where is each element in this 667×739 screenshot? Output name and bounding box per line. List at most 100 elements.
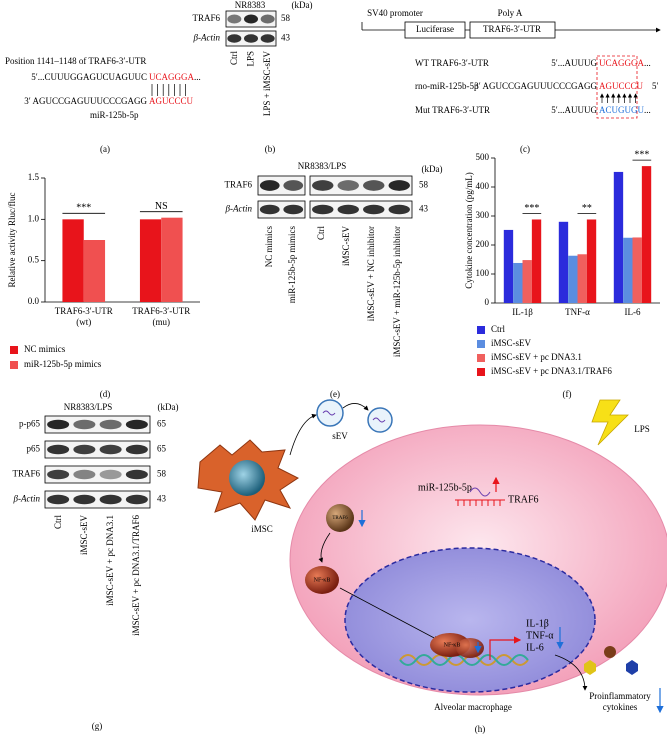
lane-label: miR-125b-5p mimics: [287, 226, 297, 304]
diagram-shapes: [197, 399, 667, 714]
legend-label: iMSC-sEV + pc DNA3.1: [491, 352, 582, 362]
cell-line: NR8383/LPS: [64, 402, 113, 412]
traf6-complex-label: TRAF6: [332, 516, 348, 521]
lane-label: NC mimics: [264, 226, 274, 268]
blot-band: [47, 469, 70, 480]
blot-band: [99, 494, 122, 505]
sequence-part: UCAGGGA: [599, 58, 645, 68]
lane-label: Ctrl: [229, 51, 239, 66]
x-tick-label: TRAF6-3′-UTR: [132, 306, 190, 316]
bar: [577, 254, 587, 303]
blot-band: [260, 14, 275, 24]
blot-band: [73, 494, 96, 505]
bar: [513, 262, 523, 303]
panel-label: (f): [563, 389, 572, 399]
sequence-part: ACUGUGU...: [599, 105, 651, 115]
sequence-part: AGUCCCU: [149, 96, 194, 106]
blot-frame: [44, 440, 151, 459]
legend-swatch: [10, 361, 18, 369]
blot-band: [73, 469, 96, 480]
blot-band: [99, 444, 122, 455]
sequence-part: 5′...AUUUG: [551, 58, 597, 68]
y-tick-label: 1.0: [28, 213, 40, 223]
kda-value: 65: [157, 444, 167, 454]
lane-label: Ctrl: [316, 226, 326, 241]
y-axis-label: Cytokine concentration (pg/mL): [464, 172, 474, 288]
blot-band: [260, 34, 275, 43]
y-tick-label: 200: [476, 239, 490, 249]
blot-band: [125, 494, 148, 505]
kda-unit: (kDa): [422, 164, 443, 174]
lane-label: iMSC-sEV + pc DNA3.1/TRAF6: [131, 515, 141, 636]
blot-band: [244, 14, 258, 24]
bar: [623, 237, 633, 303]
panel-label: (b): [265, 144, 276, 154]
blot-band: [363, 180, 385, 191]
bar: [558, 221, 569, 303]
output-label: cytokines: [603, 702, 638, 712]
blot-band: [388, 204, 410, 215]
bar: [503, 229, 514, 303]
y-tick-label: 300: [476, 210, 490, 220]
row-label: p65: [27, 444, 41, 454]
lane-label: iMSC-sEV: [341, 226, 351, 267]
sequence-part: UCAGGGA...: [599, 58, 651, 68]
panel-label: (e): [330, 389, 340, 399]
legend-label: iMSC-sEV + pc DNA3.1/TRAF6: [491, 366, 612, 376]
blot-band: [73, 444, 96, 455]
bar: [62, 219, 84, 302]
blot-band: [125, 419, 148, 430]
box-label: TRAF6-3′-UTR: [483, 24, 541, 34]
x-tick-label: IL-6: [625, 307, 641, 317]
row-label: TRAF6: [12, 469, 40, 479]
panel-label: (c): [520, 144, 530, 154]
kda-value: 43: [419, 204, 429, 214]
bar: [586, 219, 597, 303]
blot-band: [125, 444, 148, 455]
promoter-label: SV40 promoter: [367, 8, 423, 18]
sequence-part: 5′...AUUUG: [551, 105, 597, 115]
legend-swatch: [477, 368, 485, 376]
sequence-part: ...: [644, 105, 651, 115]
x-tick-label: IL-1β: [512, 307, 533, 317]
construct-name: WT TRAF6-3′-UTR: [415, 58, 489, 68]
construct-name: rno-miR-125b-5p: [415, 81, 479, 91]
sequence-part: UCAGGGA...: [149, 72, 201, 82]
kda-unit: (kDa): [158, 402, 179, 412]
bar: [641, 166, 652, 303]
x-tick-label: (wt): [76, 317, 91, 327]
y-tick-label: 500: [476, 152, 490, 162]
significance-label: ***: [76, 203, 91, 214]
legend-label: miR-125b-5p mimics: [24, 359, 102, 369]
y-tick-label: 400: [476, 181, 490, 191]
kda-value: 58: [281, 13, 291, 23]
y-tick-label: 1.5: [28, 172, 40, 182]
legend-label: NC mimics: [24, 344, 66, 354]
blot-frame: [309, 200, 413, 219]
y-tick-label: 100: [476, 268, 490, 278]
blot-band: [312, 180, 334, 191]
box-label: Luciferase: [416, 24, 454, 34]
cytokine-gene: IL-6: [526, 642, 544, 653]
sequence-part: 3′ AGUCCGAGUUUCCCGAGG: [24, 96, 147, 106]
bar: [632, 237, 642, 303]
panel-label: (a): [100, 144, 110, 154]
row-label: TRAF6: [192, 13, 220, 23]
bar: [161, 217, 183, 302]
blot-band: [283, 204, 304, 215]
cell-line: NR8383/LPS: [298, 161, 347, 171]
blot-band: [312, 204, 334, 215]
bar: [139, 219, 162, 302]
kda-value: 43: [157, 494, 167, 504]
lane-label: Ctrl: [53, 515, 63, 530]
bar: [568, 255, 578, 303]
blot-band: [99, 419, 122, 430]
blot-band: [259, 204, 280, 215]
x-tick-label: TRAF6-3′-UTR: [55, 306, 113, 316]
cell-label: Alveolar macrophage: [434, 702, 512, 712]
traf6-label: TRAF6: [508, 494, 539, 505]
blot-band: [47, 444, 70, 455]
row-label: β-Actin: [193, 33, 221, 43]
sequence-part: UCAGGGA: [149, 72, 195, 82]
legend-swatch: [10, 346, 18, 354]
